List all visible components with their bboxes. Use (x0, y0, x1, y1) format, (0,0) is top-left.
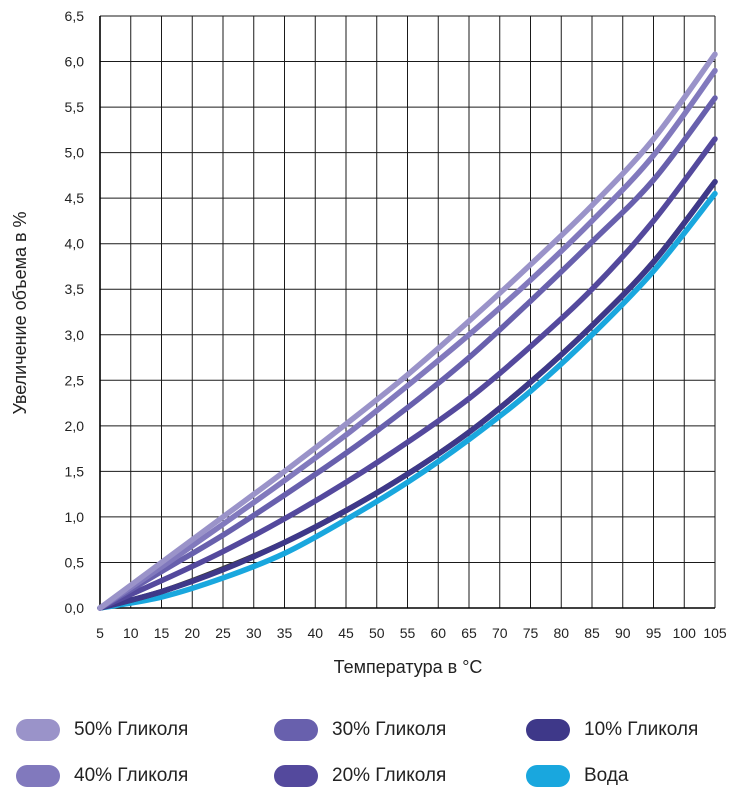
y-tick-label: 1,0 (65, 509, 85, 525)
x-tick-label: 40 (307, 625, 323, 641)
series-line-30-гликоля (97, 95, 718, 611)
legend-item-10-glycol: 10% Гликоля (526, 715, 698, 745)
legend-swatch (274, 765, 318, 787)
chart: 5 10 15 20 25 30 35 40 45 50 55 60 65 70 75 80 85 90 95 100… (10, 8, 727, 677)
x-axis-title: Температура в °C (334, 657, 483, 677)
x-tick-label: 85 (584, 625, 600, 641)
x-tick-label: 70 (492, 625, 508, 641)
legend-label: 20% Гликоля (332, 765, 447, 786)
y-tick-label: 3,0 (65, 327, 85, 343)
y-axis-title: Увеличение объема в % (10, 211, 30, 414)
x-tick-label: 105 (703, 625, 727, 641)
y-tick-label: 1,5 (65, 463, 85, 479)
x-tick-label: 100 (673, 625, 697, 641)
x-tick-label: 55 (400, 625, 416, 641)
legend-item-20-glycol: 20% Гликоля (274, 761, 446, 791)
y-tick-label: 0,0 (65, 600, 85, 616)
series-line-20-гликоля (97, 136, 718, 611)
x-tick-label: 15 (154, 625, 170, 641)
x-tick-label: 65 (461, 625, 477, 641)
legend-item-30-glycol: 30% Гликоля (274, 715, 446, 745)
y-tick-label: 3,5 (65, 281, 85, 297)
legend-swatch (16, 719, 60, 741)
legend-item-water: Вода (526, 761, 628, 791)
series-line-вода (97, 190, 718, 611)
y-tick-label: 5,0 (65, 145, 85, 161)
legend-swatch (526, 719, 570, 741)
y-tick-label: 6,0 (65, 54, 85, 70)
legend: 50% Гликоля 30% Гликоля 10% Гликоля 40% … (0, 705, 745, 797)
series-line-10-гликоля (97, 179, 718, 611)
legend-label: Вода (584, 765, 629, 786)
legend-item-50-glycol: 50% Гликоля (16, 715, 188, 745)
legend-swatch (274, 719, 318, 741)
series-line-40-гликоля (97, 67, 718, 611)
legend-label: 10% Гликоля (584, 719, 699, 740)
x-tick-label: 80 (553, 625, 569, 641)
y-tick-label: 6,5 (65, 8, 85, 24)
x-tick-label: 50 (369, 625, 385, 641)
tick-labels: 5 10 15 20 25 30 35 40 45 50 55 60 65 70 75 80 85 90 95 100… (65, 8, 727, 641)
x-tick-label: 20 (184, 625, 200, 641)
series-group (97, 51, 718, 611)
x-tick-label: 45 (338, 625, 354, 641)
legend-label: 50% Гликоля (74, 719, 189, 740)
x-tick-label: 5 (96, 625, 104, 641)
series-line-50-гликоля (97, 51, 718, 611)
grid (99, 15, 716, 609)
x-tick-label: 60 (430, 625, 446, 641)
y-tick-label: 5,5 (65, 99, 85, 115)
x-tick-label: 25 (215, 625, 231, 641)
x-tick-label: 35 (277, 625, 293, 641)
legend-swatch (526, 765, 570, 787)
x-tick-label: 10 (123, 625, 139, 641)
x-tick-label: 30 (246, 625, 262, 641)
x-tick-label: 75 (523, 625, 539, 641)
x-tick-label: 95 (646, 625, 662, 641)
y-tick-label: 2,5 (65, 372, 85, 388)
y-tick-label: 2,0 (65, 418, 85, 434)
legend-label: 40% Гликоля (74, 765, 189, 786)
y-tick-label: 0,5 (65, 554, 85, 570)
x-tick-label: 90 (615, 625, 631, 641)
legend-swatch (16, 765, 60, 787)
legend-item-40-glycol: 40% Гликоля (16, 761, 188, 791)
y-tick-label: 4,5 (65, 190, 85, 206)
legend-label: 30% Гликоля (332, 719, 447, 740)
y-tick-label: 4,0 (65, 236, 85, 252)
